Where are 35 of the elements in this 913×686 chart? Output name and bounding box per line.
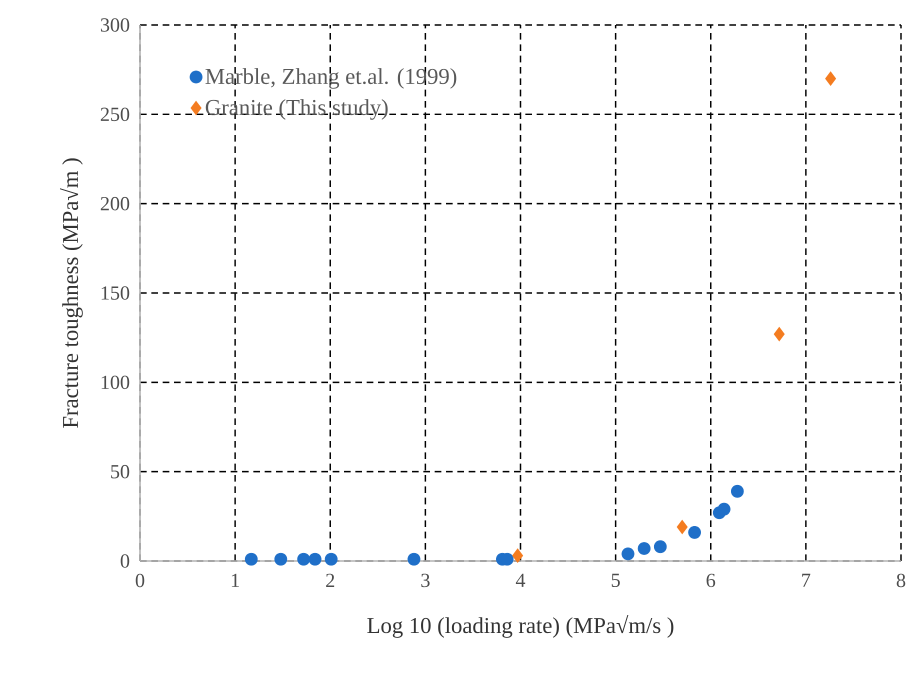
x-tick-label: 7 bbox=[802, 574, 810, 587]
x-tick-label: 4 bbox=[516, 574, 526, 587]
point bbox=[638, 542, 651, 555]
point bbox=[688, 526, 701, 539]
point bbox=[730, 484, 744, 498]
x-tick-label: 1 bbox=[232, 574, 239, 587]
point bbox=[622, 547, 634, 560]
point bbox=[774, 326, 785, 342]
point bbox=[297, 552, 310, 566]
point bbox=[825, 71, 836, 86]
x-tick-label: 2 bbox=[326, 574, 334, 587]
x-tick-label: 8 bbox=[896, 574, 906, 588]
x-tick-label: 3 bbox=[421, 574, 430, 588]
point bbox=[676, 520, 688, 534]
legend-label: Marble, Zhang et.al. (1999) bbox=[206, 68, 456, 89]
y-tick-label: 300 bbox=[100, 18, 130, 32]
x-tick-label: 6 bbox=[706, 574, 716, 588]
y-tick-label: 150 bbox=[102, 286, 130, 300]
point bbox=[408, 552, 420, 566]
point bbox=[274, 552, 288, 566]
y-tick-label: 0 bbox=[120, 554, 130, 568]
x-tick-label: 0 bbox=[136, 574, 144, 588]
point bbox=[308, 552, 322, 566]
x-axis-title: Log 10 (loading rate) (MPa√m/s ) bbox=[367, 615, 674, 638]
point bbox=[654, 540, 667, 554]
point bbox=[718, 502, 730, 516]
y-tick-label: 50 bbox=[111, 464, 130, 478]
x-tick-label: 5 bbox=[612, 574, 620, 587]
y-tick-label: 250 bbox=[100, 108, 130, 122]
point bbox=[244, 552, 258, 566]
point bbox=[324, 552, 338, 566]
y-tick-label: 100 bbox=[102, 376, 130, 390]
point bbox=[512, 548, 524, 563]
y-tick-label: 200 bbox=[100, 196, 130, 210]
y-axis-title: Fracture toughness (MPa√m ) bbox=[60, 158, 83, 428]
